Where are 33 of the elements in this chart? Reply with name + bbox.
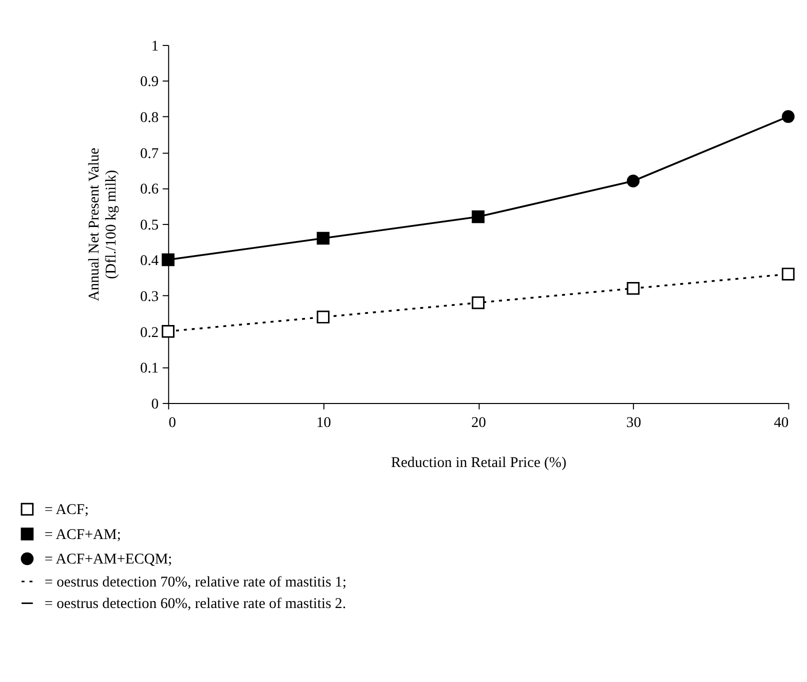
x-tick-label: 0	[168, 415, 176, 432]
legend-label: = ACF+AM+ECQM;	[44, 552, 172, 568]
y-tick-label: 0.7	[140, 146, 159, 162]
y-tick-label: 0.9	[140, 74, 159, 90]
y-tick-label: 0.1	[140, 360, 159, 377]
point	[472, 296, 485, 310]
y-axis-title: Annual Net Present Value (Dfl./100 kg milk)	[86, 147, 120, 302]
legend-label: = ACF+AM;	[44, 526, 121, 543]
legend-label: = oestrus detection 70%, relative rate of mastitis 1;	[44, 574, 346, 590]
y-tick-label: 0.6	[140, 182, 159, 198]
x-tick-label: 20	[471, 415, 486, 432]
y-tick-label: 0.2	[140, 324, 159, 341]
point	[162, 253, 175, 266]
y-tick-label: 1	[151, 38, 159, 54]
x-tick-label: 30	[626, 415, 642, 432]
legend-label: = ACF;	[44, 502, 89, 518]
point	[316, 232, 330, 245]
x-axis-title: Reduction in Retail Price (%)	[390, 454, 566, 471]
legend-label: = oestrus detection 60%, relative rate of mastitis 2.	[44, 596, 346, 612]
y-tick-label: 0.3	[140, 289, 159, 305]
point	[626, 174, 640, 188]
point	[162, 324, 175, 338]
x-tick-label: 40	[774, 415, 789, 432]
x-tick-label: 10	[316, 415, 332, 432]
point	[626, 282, 640, 295]
point	[782, 110, 795, 123]
y-tick-label: 0.5	[140, 217, 159, 234]
point	[472, 210, 485, 224]
point	[316, 310, 330, 324]
point	[782, 268, 795, 280]
y-tick-label: 0	[151, 396, 159, 412]
y-tick-label: 0.8	[140, 110, 159, 126]
y-tick-label: 0.4	[140, 253, 160, 270]
